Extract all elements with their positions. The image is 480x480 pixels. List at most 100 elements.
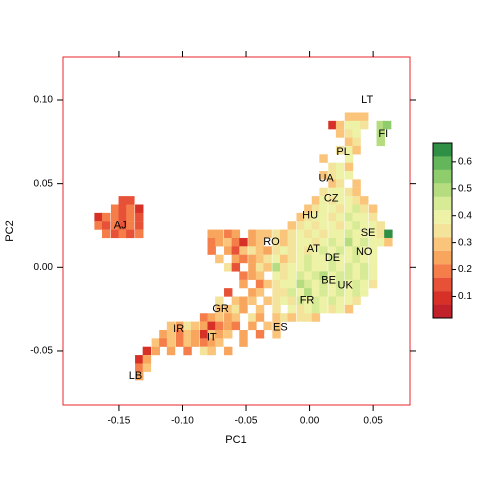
heat-cell	[263, 321, 272, 331]
point-label: HU	[302, 209, 318, 221]
colorkey-bin	[433, 264, 452, 278]
x-axis-label: PC1	[225, 434, 246, 446]
heat-cell	[224, 288, 233, 297]
point-label: AT	[307, 243, 321, 255]
heat-cell	[175, 338, 185, 347]
heat-cell	[166, 321, 176, 331]
heat-cell	[335, 145, 345, 155]
heat-cell	[352, 271, 361, 280]
heat-cell	[255, 246, 265, 255]
y-tick-label: 0.05	[34, 178, 54, 189]
heat-cell	[304, 296, 313, 306]
heat-cell	[368, 204, 378, 213]
heat-cell	[279, 254, 289, 264]
point-label: RO	[263, 236, 280, 248]
heat-cell	[344, 279, 354, 289]
heat-cell	[352, 288, 361, 297]
heat-cell	[328, 171, 337, 180]
x-tick-label: 0.05	[363, 416, 383, 427]
heat-cell	[135, 212, 144, 222]
heat-cell	[335, 212, 345, 222]
heat-cell	[224, 246, 233, 255]
heat-cell	[328, 196, 337, 205]
heat-cell	[239, 254, 248, 264]
heat-cell	[239, 296, 248, 306]
heat-cell	[142, 346, 152, 356]
heat-cell	[102, 212, 111, 222]
heat-cell	[360, 263, 369, 272]
heat-cell	[287, 229, 296, 239]
heat-cell	[319, 254, 328, 264]
heat-cell	[319, 154, 328, 163]
heat-cell	[135, 371, 144, 381]
heat-cell	[376, 229, 385, 239]
heat-cell	[224, 321, 233, 331]
heat-cell	[319, 204, 328, 213]
heat-cell	[207, 246, 216, 255]
heat-cell	[287, 263, 296, 272]
heat-cell	[304, 271, 313, 280]
heat-cell	[118, 221, 127, 230]
heat-cell	[248, 321, 257, 331]
heat-cell	[255, 329, 265, 339]
heat-cell	[199, 338, 209, 347]
heat-cell	[231, 229, 241, 239]
heat-cell	[360, 196, 369, 205]
heat-cell	[344, 137, 354, 147]
heat-cell	[207, 346, 216, 356]
heat-cell	[231, 304, 241, 314]
heat-cell	[304, 221, 313, 230]
heat-cell	[344, 112, 354, 121]
heat-cell	[248, 296, 257, 306]
heat-cell	[328, 254, 337, 264]
heat-cell	[296, 237, 305, 247]
heat-cell	[279, 237, 289, 247]
heat-cell	[344, 129, 354, 138]
point-label: LT	[361, 94, 373, 106]
heat-cell	[368, 271, 378, 280]
heat-cell	[239, 338, 248, 347]
heat-cell	[311, 279, 321, 289]
heat-cell	[279, 279, 289, 289]
heat-cell	[376, 129, 385, 138]
heat-cell	[287, 304, 296, 314]
heat-cell	[207, 321, 216, 331]
heat-cell	[328, 162, 337, 172]
heat-cell	[382, 120, 392, 130]
heat-cell	[287, 237, 296, 247]
heat-cell	[135, 204, 144, 213]
heat-cell	[368, 246, 378, 255]
heat-cell	[239, 304, 248, 314]
heat-cell	[296, 263, 305, 272]
heat-cell	[207, 313, 216, 322]
heat-cell	[215, 237, 224, 247]
heat-cell	[215, 329, 224, 339]
heat-cell	[335, 246, 345, 255]
heat-cell	[328, 187, 337, 197]
heat-cell	[360, 221, 369, 230]
heat-cell	[239, 329, 248, 339]
heat-cell	[272, 271, 281, 280]
heat-cell	[166, 329, 176, 339]
point-label: CZ	[324, 193, 339, 205]
heat-cell	[335, 304, 345, 314]
y-tick-label: 0.10	[34, 95, 54, 106]
heat-cell	[335, 279, 345, 289]
heat-cell	[319, 221, 328, 230]
heat-cell	[199, 313, 209, 322]
heat-cell	[255, 271, 265, 280]
heat-cell	[311, 212, 321, 222]
heat-cell	[344, 154, 354, 163]
heat-cell	[255, 279, 265, 289]
heat-cell	[215, 313, 224, 322]
heat-cell	[368, 221, 378, 230]
heat-cell	[311, 296, 321, 306]
heat-cell	[328, 120, 337, 130]
heat-cell	[344, 196, 354, 205]
heat-cell	[183, 321, 192, 331]
colorkey-tick-label: 0.5	[458, 183, 472, 194]
colorkey-frame	[432, 142, 453, 319]
plot-frame	[62, 56, 411, 406]
heat-cell	[159, 338, 168, 347]
heat-cell	[352, 237, 361, 247]
